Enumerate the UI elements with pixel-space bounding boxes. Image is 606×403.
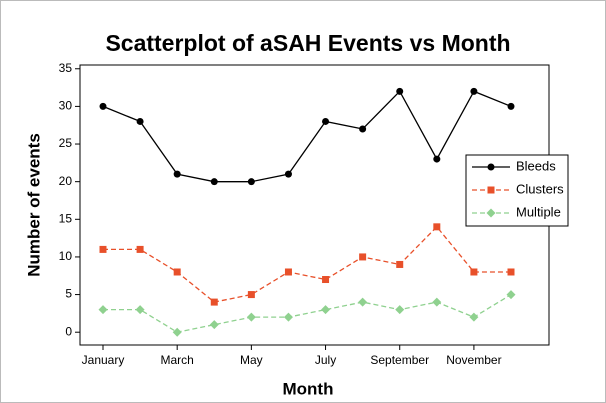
data-point [395,305,405,315]
series-line [103,225,511,303]
x-tick-label: January [82,353,125,367]
legend-marker [487,163,495,171]
legend-marker [486,208,496,218]
data-point [470,87,478,95]
data-point [210,178,218,186]
data-point [470,268,478,276]
x-tick-label: May [240,353,263,367]
data-point [98,305,108,315]
data-point [247,178,255,186]
data-point [136,117,144,125]
y-tick-label: 20 [59,174,73,188]
legend-label: Bleeds [516,158,556,173]
x-tick-label: November [446,353,501,367]
data-point [173,170,181,178]
data-point [283,312,293,322]
data-point [433,223,441,231]
data-point [99,245,107,253]
data-point [432,297,442,307]
y-axis-label: Number of events [24,133,43,277]
y-tick-label: 30 [59,99,73,113]
chart-title: Scatterplot of aSAH Events vs Month [105,30,510,56]
y-tick-label: 25 [59,136,73,150]
y-tick-label: 5 [65,287,72,301]
data-point [396,87,404,95]
data-point [136,245,144,253]
data-point [359,125,367,133]
data-point [210,298,218,306]
data-point [506,290,516,300]
y-tick-label: 15 [59,211,73,225]
data-point [396,260,404,268]
legend-marker [487,186,495,194]
x-tick-label: March [161,353,194,367]
data-point [433,155,441,163]
data-point [321,305,331,315]
data-point [173,268,181,276]
data-point [247,291,255,299]
legend-label: Clusters [516,181,564,196]
legend-label: Multiple [516,204,561,219]
data-point [246,312,256,322]
data-point [507,102,515,110]
data-point [359,253,367,261]
data-point [322,117,330,125]
y-tick-label: 0 [65,324,72,338]
x-axis-label: Month [283,379,334,398]
data-point [172,327,182,337]
series-line [102,90,512,183]
data-point [507,268,515,276]
data-point [322,276,330,284]
data-point [284,170,292,178]
data-point [99,102,107,110]
data-point [358,297,368,307]
y-tick-label: 35 [59,61,73,75]
x-tick-label: September [370,353,429,367]
data-point [135,305,145,315]
x-tick-label: July [315,353,336,367]
y-tick-label: 10 [59,249,73,263]
data-point [209,320,219,330]
series-line [103,294,512,333]
data-point [469,312,479,322]
data-point [284,268,292,276]
